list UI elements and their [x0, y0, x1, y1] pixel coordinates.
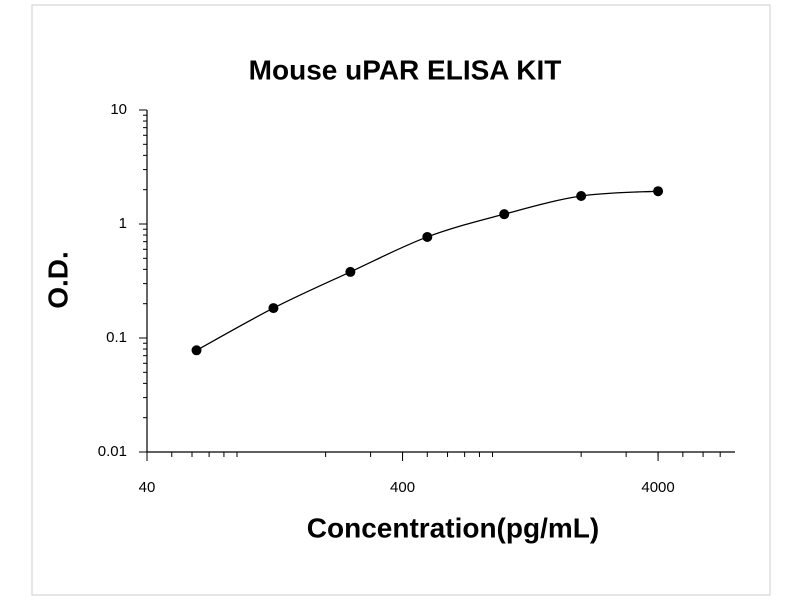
point [345, 266, 356, 277]
y-axis-label: O.D. [42, 251, 73, 309]
chart-title: Mouse uPAR ELISA KIT [249, 54, 562, 85]
y-tick-label: 0.1 [106, 329, 127, 346]
x-tick-label: 400 [390, 479, 415, 496]
point [576, 191, 587, 202]
point [191, 345, 202, 356]
point [499, 209, 510, 220]
point [422, 231, 433, 242]
y-tick-label: 0.01 [98, 443, 127, 460]
x-axis-label: Concentration(pg/mL) [307, 512, 599, 543]
point [268, 303, 279, 314]
frame [31, 4, 771, 596]
y-tick-label: 10 [110, 101, 127, 118]
x-tick-label: 4000 [641, 479, 674, 496]
y-tick-label: 1 [119, 215, 127, 232]
x-tick-label: 40 [139, 479, 156, 496]
point [653, 186, 664, 197]
